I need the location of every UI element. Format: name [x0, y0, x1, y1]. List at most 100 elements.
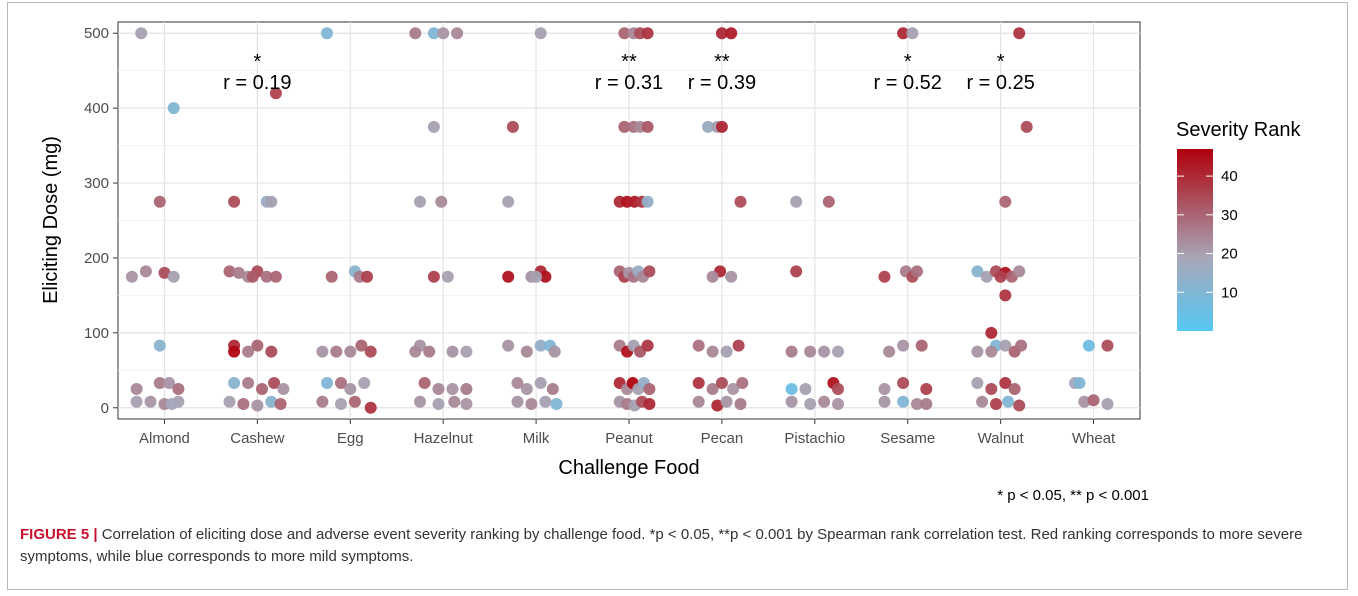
data-point [335, 377, 347, 389]
data-point [643, 265, 656, 278]
data-point [228, 345, 241, 358]
figure-label: FIGURE 5 | [20, 526, 98, 543]
significance-footnote: * p < 0.05, ** p < 0.001 [997, 487, 1149, 504]
legend-ticks: 10 20 30 40 [1177, 168, 1238, 301]
data-point [897, 27, 910, 40]
correlation-label: r = 0.52 [874, 72, 942, 94]
data-point [818, 395, 831, 408]
data-point [228, 377, 241, 389]
data-point [999, 195, 1012, 208]
data-point [1015, 339, 1028, 352]
data-point [732, 339, 745, 352]
data-point [335, 398, 347, 410]
data-point [223, 395, 236, 408]
data-point [432, 383, 445, 395]
data-point [734, 195, 747, 208]
data-point [446, 383, 459, 395]
x-tick-label: Sesame [880, 430, 935, 447]
data-point [1020, 120, 1033, 133]
data-point [643, 398, 656, 410]
figure-caption: FIGURE 5 | Correlation of eliciting dose… [20, 524, 1340, 568]
data-point [790, 265, 803, 278]
data-point [897, 339, 910, 352]
data-point [641, 120, 654, 133]
data-point [692, 377, 705, 389]
data-point [976, 395, 989, 408]
data-point [643, 383, 656, 395]
data-point [130, 395, 143, 408]
data-point [1082, 339, 1095, 352]
data-point [409, 345, 422, 358]
data-point [720, 345, 733, 358]
data-point [1013, 399, 1026, 412]
data-point [715, 120, 728, 133]
x-tick-label: Cashew [230, 430, 284, 447]
data-point [999, 377, 1012, 389]
data-point [706, 383, 719, 395]
data-point [785, 395, 798, 408]
data-point [878, 270, 891, 283]
data-point [265, 395, 278, 408]
data-point [446, 345, 459, 358]
data-point [906, 27, 919, 40]
data-point [167, 102, 180, 115]
data-point [990, 398, 1002, 410]
data-point [506, 120, 519, 133]
data-point [550, 398, 563, 410]
significance-stars: * [997, 51, 1005, 73]
data-point [878, 383, 891, 395]
axes: 0 100 200 300 400 500 Almond Cashew Egg Hazelnut M… [84, 25, 1116, 447]
data-point [539, 270, 552, 283]
data-point [520, 383, 533, 395]
data-point [706, 345, 719, 358]
data-point [321, 377, 333, 389]
legend-tick-label: 10 [1221, 284, 1238, 301]
data-point [883, 345, 896, 358]
data-point [256, 383, 268, 395]
data-point [897, 377, 910, 389]
data-point [520, 345, 533, 358]
data-point [715, 27, 728, 40]
data-point [441, 270, 454, 283]
data-point [1101, 339, 1114, 352]
data-point [971, 265, 984, 278]
data-point [534, 377, 547, 389]
data-point [423, 345, 436, 358]
data-point [427, 27, 440, 40]
data-point [409, 27, 422, 40]
color-legend: Severity Rank 10 20 30 40 [1176, 119, 1301, 331]
data-point [418, 377, 431, 389]
data-point [511, 377, 524, 389]
data-point [321, 27, 333, 40]
figure-caption-text: Correlation of eliciting dose and advers… [20, 526, 1303, 565]
x-tick-label: Almond [139, 430, 190, 447]
data-point [920, 398, 933, 410]
legend-tick-label: 20 [1221, 246, 1238, 263]
data-point [330, 345, 343, 358]
data-points [125, 27, 1114, 414]
data-point [641, 195, 654, 208]
significance-stars: ** [621, 51, 637, 73]
legend-tick-label: 40 [1221, 168, 1238, 185]
data-point [985, 383, 998, 395]
figure-frame [7, 2, 1348, 590]
data-point [818, 345, 831, 358]
x-tick-label: Wheat [1072, 430, 1116, 447]
data-point [153, 339, 166, 352]
data-point [915, 339, 928, 352]
data-point [790, 195, 803, 208]
data-point [692, 339, 705, 352]
correlation-annotations: *r = 0.19**r = 0.31**r = 0.39*r = 0.52*r… [223, 51, 1035, 94]
data-point [618, 120, 631, 133]
data-point [139, 265, 152, 278]
data-point [832, 383, 844, 395]
correlation-label: r = 0.31 [595, 72, 663, 94]
data-point [502, 339, 515, 352]
data-point [316, 395, 329, 408]
data-point [165, 398, 178, 410]
data-point [715, 377, 728, 389]
data-point [502, 270, 515, 283]
data-point [427, 120, 440, 133]
data-point [135, 27, 148, 40]
data-point [711, 399, 724, 412]
